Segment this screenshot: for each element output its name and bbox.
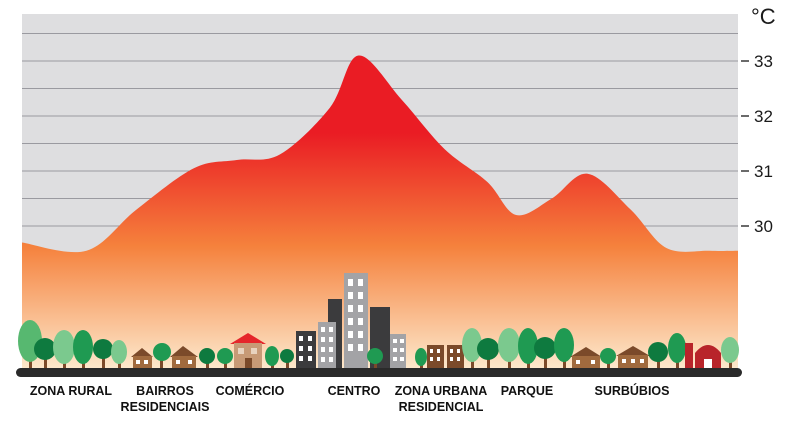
ground-line [16,368,742,377]
tree-icon [668,333,686,370]
category-label: BAIRROS RESIDENCIAIS [121,384,210,414]
category-label: SURBÚBIOS [594,383,669,398]
building-icon [296,331,316,370]
category-label: ZONA URBANA RESIDENCIAL [395,384,488,414]
house-icon [570,347,602,370]
tree-icon [534,337,556,370]
category-label: ZONA RURAL [30,384,113,398]
shop-icon [230,333,266,370]
tree-icon [34,338,56,370]
tree-icon [111,340,127,370]
tree-icon [153,343,171,370]
tree-icon [518,328,538,370]
tree-icon [93,339,113,370]
y-axis: 30 31 32 33 [741,52,773,236]
tree-icon [367,348,383,370]
tree-icon [462,328,482,370]
tree-icon [53,330,75,370]
tree-icon [217,348,233,370]
apartment-icon [427,345,444,370]
silo-icon [685,343,693,370]
house-icon [131,348,153,370]
barn-icon [695,345,721,370]
temperature-area [22,55,738,372]
y-tick-label: 31 [754,162,773,181]
city-silhouette-illustration [18,273,739,370]
y-tick-label: 33 [754,52,773,71]
category-label: PARQUE [501,384,554,398]
category-label: CENTRO [328,384,381,398]
house-icon [616,346,650,370]
y-tick-label: 30 [754,217,773,236]
tree-icon [498,328,520,370]
tree-icon [280,349,294,370]
tree-icon [265,346,279,370]
building-icon [344,273,368,370]
tree-icon [199,348,215,370]
tree-icon [415,348,427,370]
tree-icon [73,330,93,370]
unit-label: °C [751,4,776,29]
tree-icon [648,342,668,370]
tree-icon [721,337,739,370]
apartment-icon [447,345,464,370]
x-axis-category-labels: ZONA RURAL BAIRROS RESIDENCIAIS COMÉRCIO CEN… [30,383,670,414]
tree-icon [477,338,499,370]
house-icon [170,346,198,370]
tree-icon [554,328,574,370]
category-label: COMÉRCIO [216,383,285,398]
building-icon [318,322,336,370]
tree-icon [600,348,616,370]
y-tick-label: 32 [754,107,773,126]
building-icon [390,334,406,370]
